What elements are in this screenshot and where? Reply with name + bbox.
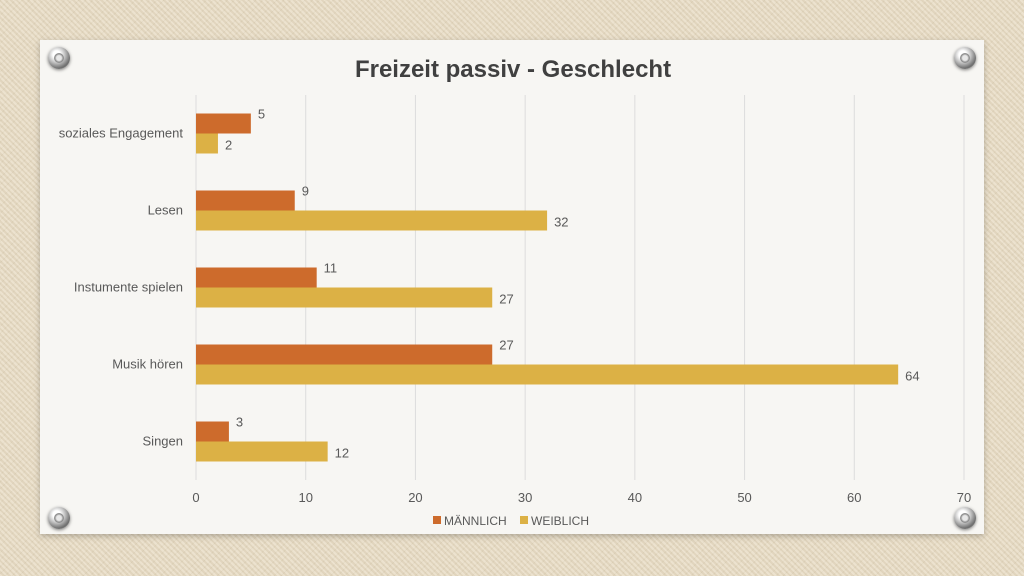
x-tick-label: 10 (298, 490, 312, 505)
data-label: 5 (258, 107, 265, 122)
screw-bottom-left-icon (48, 507, 70, 529)
category-labels: soziales Engagement Lesen Instumente spiel… (59, 126, 184, 449)
screw-bottom-right-icon (954, 507, 976, 529)
bar (196, 113, 251, 134)
x-tick-label: 60 (847, 490, 861, 505)
bar (196, 441, 328, 462)
category-label: Lesen (148, 203, 183, 218)
data-label: 32 (554, 215, 568, 230)
legend-swatch (520, 516, 528, 524)
bar (196, 210, 548, 231)
category-label: Singen (143, 434, 183, 449)
data-label: 3 (236, 415, 243, 430)
data-label: 11 (324, 261, 338, 276)
legend-swatch (433, 516, 441, 524)
x-axis-ticks: 0 10 20 30 40 50 60 70 (192, 490, 971, 505)
screw-top-right-icon (954, 47, 976, 69)
category-label: soziales Engagement (59, 126, 184, 141)
data-label: 9 (302, 184, 309, 199)
screw-top-left-icon (48, 47, 70, 69)
bar (196, 344, 493, 365)
bars (196, 113, 899, 462)
x-tick-label: 70 (957, 490, 971, 505)
bar (196, 421, 229, 442)
legend: MÄNNLICH WEIBLICH (433, 514, 589, 528)
x-tick-label: 30 (518, 490, 532, 505)
bar (196, 287, 493, 308)
chart-title: Freizeit passiv - Geschlecht (355, 56, 671, 83)
bar (196, 133, 218, 154)
data-label: 27 (499, 292, 513, 307)
bar (196, 267, 317, 288)
data-label: 12 (335, 446, 349, 461)
legend-label: WEIBLICH (531, 514, 589, 528)
category-label: Instumente spielen (74, 280, 183, 295)
data-label: 2 (225, 138, 232, 153)
x-tick-label: 50 (737, 490, 751, 505)
data-label: 64 (905, 369, 919, 384)
data-labels: 5 2 9 32 11 27 27 64 3 12 (225, 107, 920, 461)
category-label: Musik hören (112, 357, 183, 372)
bar (196, 364, 899, 385)
data-label: 27 (499, 338, 513, 353)
x-tick-label: 40 (628, 490, 642, 505)
legend-label: MÄNNLICH (444, 514, 507, 528)
bar (196, 190, 295, 211)
x-tick-label: 20 (408, 490, 422, 505)
x-tick-label: 0 (192, 490, 199, 505)
